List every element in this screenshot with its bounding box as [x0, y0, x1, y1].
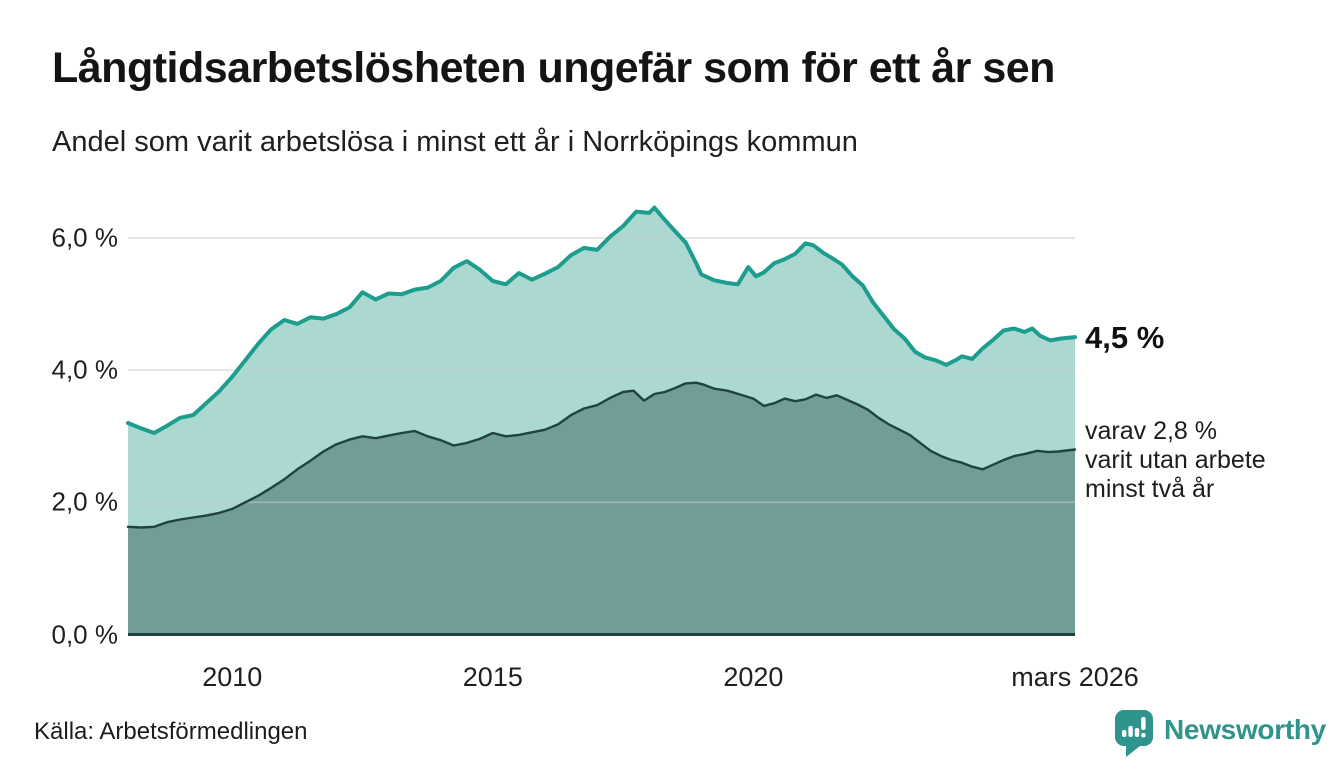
- x-axis-tick-label: 2015: [462, 662, 523, 692]
- secondary-annotation-line: minst två år: [1085, 475, 1215, 503]
- secondary-series-annotation: varav 2,8 % varit utan arbete minst två …: [1085, 417, 1266, 504]
- secondary-annotation-line: varit utan arbete: [1085, 446, 1266, 474]
- y-axis-tick-label: 4,0 %: [51, 354, 119, 385]
- brand-logo: Newsworthy: [1113, 708, 1326, 758]
- y-axis-tick-label: 2,0 %: [51, 486, 119, 517]
- latest-value-label: 4,5 %: [1085, 320, 1165, 355]
- brand-name: Newsworthy: [1164, 714, 1326, 745]
- source-note: Källa: Arbetsförmedlingen: [34, 718, 308, 745]
- y-axis-tick-label: 6,0 %: [51, 222, 119, 253]
- x-axis-tick-label: mars 2026: [1011, 662, 1139, 692]
- x-axis-tick-label: 2010: [202, 662, 263, 692]
- newsworthy-icon: [1115, 710, 1153, 757]
- series-line-1: [126, 205, 1077, 435]
- series-line-2: [126, 381, 1077, 529]
- secondary-annotation-line: varav 2,8 %: [1085, 417, 1218, 445]
- x-axis-tick-label: 2020: [723, 662, 784, 692]
- y-axis-tick-label: 0,0 %: [51, 619, 119, 649]
- page-title: Långtidsarbetslösheten ungefär som för e…: [52, 44, 1055, 92]
- page-subtitle: Andel som varit arbetslösa i minst ett å…: [52, 126, 858, 158]
- area-fill-series-2: [128, 382, 1075, 635]
